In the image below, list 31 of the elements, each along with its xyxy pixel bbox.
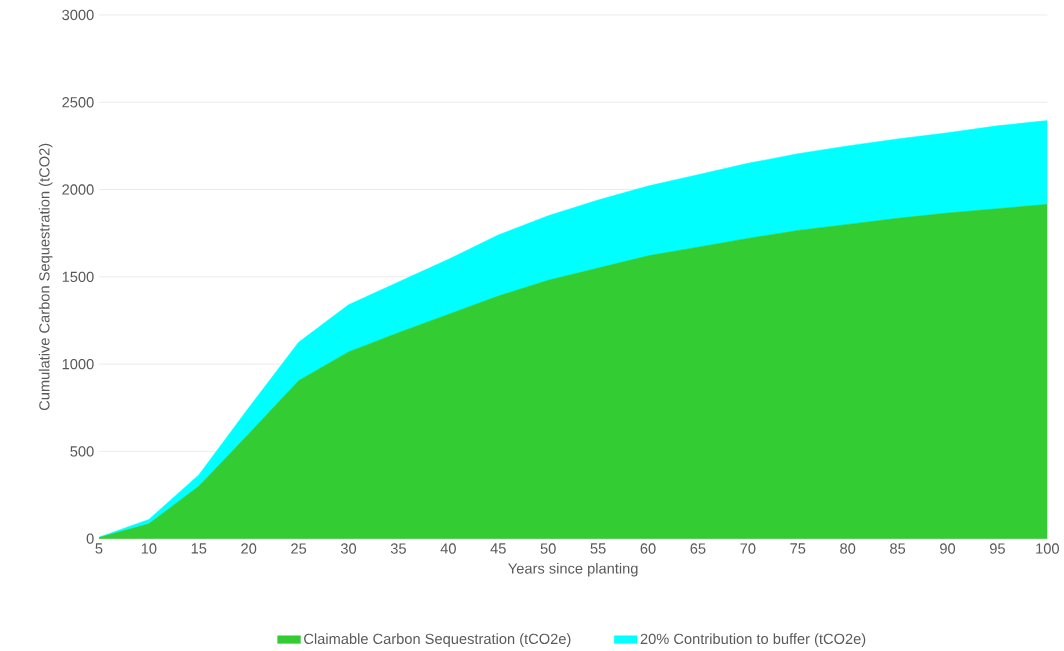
x-tick-label: 65 [690, 543, 706, 554]
x-tick-label: 70 [740, 543, 756, 554]
legend-label: Claimable Carbon Sequestration (tCO2e) [304, 633, 571, 647]
x-tick-label: 10 [141, 543, 157, 554]
x-tick-label: 90 [940, 543, 956, 554]
x-tick-label: 80 [840, 543, 856, 554]
x-axis-title: Years since planting [508, 562, 638, 577]
y-tick-label: 1500 [62, 271, 94, 282]
x-tick-label: 55 [590, 543, 606, 554]
y-tick-label: 2500 [62, 96, 94, 108]
x-tick-label: 100 [1036, 543, 1059, 554]
x-tick-label: 45 [490, 543, 506, 554]
x-tick-label: 5 [95, 543, 103, 554]
x-tick-label: 95 [989, 543, 1005, 554]
x-tick-label: 60 [640, 543, 656, 554]
x-tick-label: 40 [440, 543, 456, 554]
x-tick-label: 15 [191, 543, 207, 554]
x-tick-label: 20 [241, 543, 257, 554]
y-axis-title: Cumulative Carbon Sequestration (tCO2) [38, 143, 53, 410]
x-tick-label: 85 [890, 543, 906, 554]
x-tick-label: 35 [390, 543, 406, 554]
x-tick-label: 25 [291, 543, 307, 554]
x-tick-label: 30 [340, 543, 357, 554]
y-tick-label: 2000 [62, 184, 94, 195]
x-tick-label: 50 [540, 543, 556, 554]
y-tick-label: 3000 [62, 9, 94, 21]
x-tick-label: 75 [790, 543, 806, 554]
y-tick-label: 500 [70, 446, 94, 457]
y-tick-label: 1000 [62, 358, 94, 370]
y-tick-label: 0 [86, 533, 94, 544]
legend-label: 20% Contribution to buffer (tCO2e) [640, 633, 866, 647]
